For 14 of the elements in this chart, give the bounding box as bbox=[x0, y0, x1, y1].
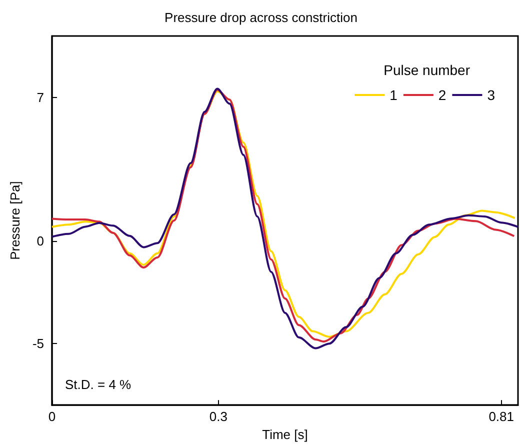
x-tick-label: 0 bbox=[48, 409, 56, 424]
x-tick-label: 0.81 bbox=[488, 409, 514, 424]
legend-title: Pulse number bbox=[384, 62, 470, 78]
legend-label: 3 bbox=[487, 87, 496, 103]
y-tick-label: 0 bbox=[36, 234, 44, 249]
y-tick-label: 7 bbox=[36, 90, 44, 106]
x-axis-title: Time [s] bbox=[262, 427, 308, 442]
x-tick-label: 0.3 bbox=[209, 409, 228, 424]
chart-title: Pressure drop across constriction bbox=[164, 10, 358, 25]
y-axis-title: Pressure [Pa] bbox=[8, 181, 23, 260]
annotation: St.D. = 4 % bbox=[65, 377, 132, 392]
y-tick-label: -5 bbox=[32, 336, 44, 352]
legend-label: 2 bbox=[438, 87, 446, 103]
legend-label: 1 bbox=[390, 87, 398, 103]
